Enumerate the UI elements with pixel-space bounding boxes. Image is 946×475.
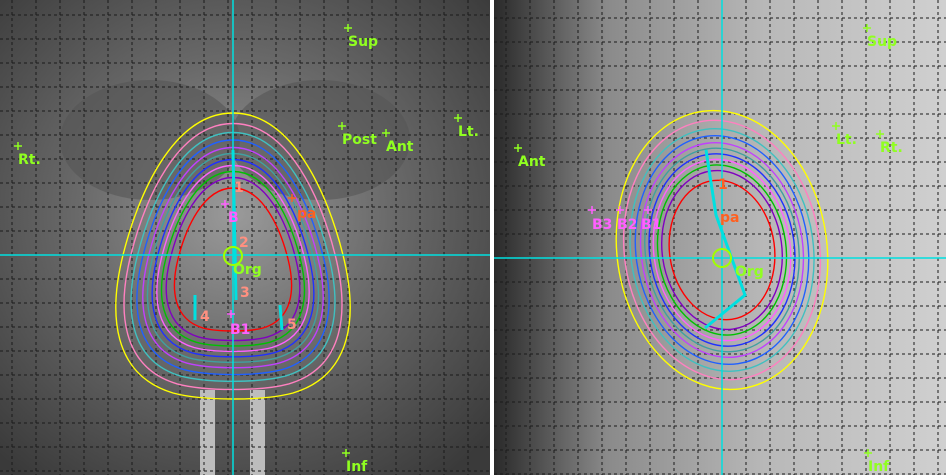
marker-label: 4 — [200, 309, 210, 325]
marker-label: 3 — [240, 285, 250, 301]
marker-label: Org — [735, 264, 764, 280]
marker-label: 1 — [234, 180, 244, 196]
orientation-label: Rt. — [880, 140, 903, 156]
orientation-label: Inf — [868, 459, 890, 475]
marker-label: B — [228, 210, 239, 226]
marker-label: B1 — [230, 322, 250, 338]
orientation-label: Rt. — [18, 152, 41, 168]
marker-label: Org — [233, 262, 262, 278]
marker-label: B1 — [641, 217, 661, 233]
xray-right — [494, 0, 946, 475]
bone-shadow — [230, 80, 410, 200]
marker-label: pa — [720, 210, 739, 226]
marker-label: 1 — [718, 177, 728, 193]
dose-viewer: Sup Rt. Post Ant Lt. Inf Sup Ant Lt. Rt. Inf 1 Bpa 2 O… — [0, 0, 946, 475]
marker-label: B2 — [617, 217, 637, 233]
marker-label: pa — [297, 206, 316, 222]
orientation-label: Lt. — [458, 124, 479, 140]
orientation-label: Ant — [518, 154, 546, 170]
orientation-label: Post — [342, 132, 377, 148]
right-panel — [494, 0, 946, 475]
orientation-label: Lt. — [836, 132, 857, 148]
marker-label: 2 — [239, 235, 249, 251]
marker-label: B3 — [592, 217, 612, 233]
source-track — [280, 305, 282, 330]
orientation-label: Sup — [867, 34, 897, 50]
marker-label: 5 — [287, 317, 297, 333]
applicator-shaft — [200, 390, 215, 475]
orientation-label: Ant — [386, 139, 414, 155]
divider — [490, 0, 494, 475]
orientation-label: Sup — [348, 34, 378, 50]
orientation-label: Inf — [346, 459, 368, 475]
